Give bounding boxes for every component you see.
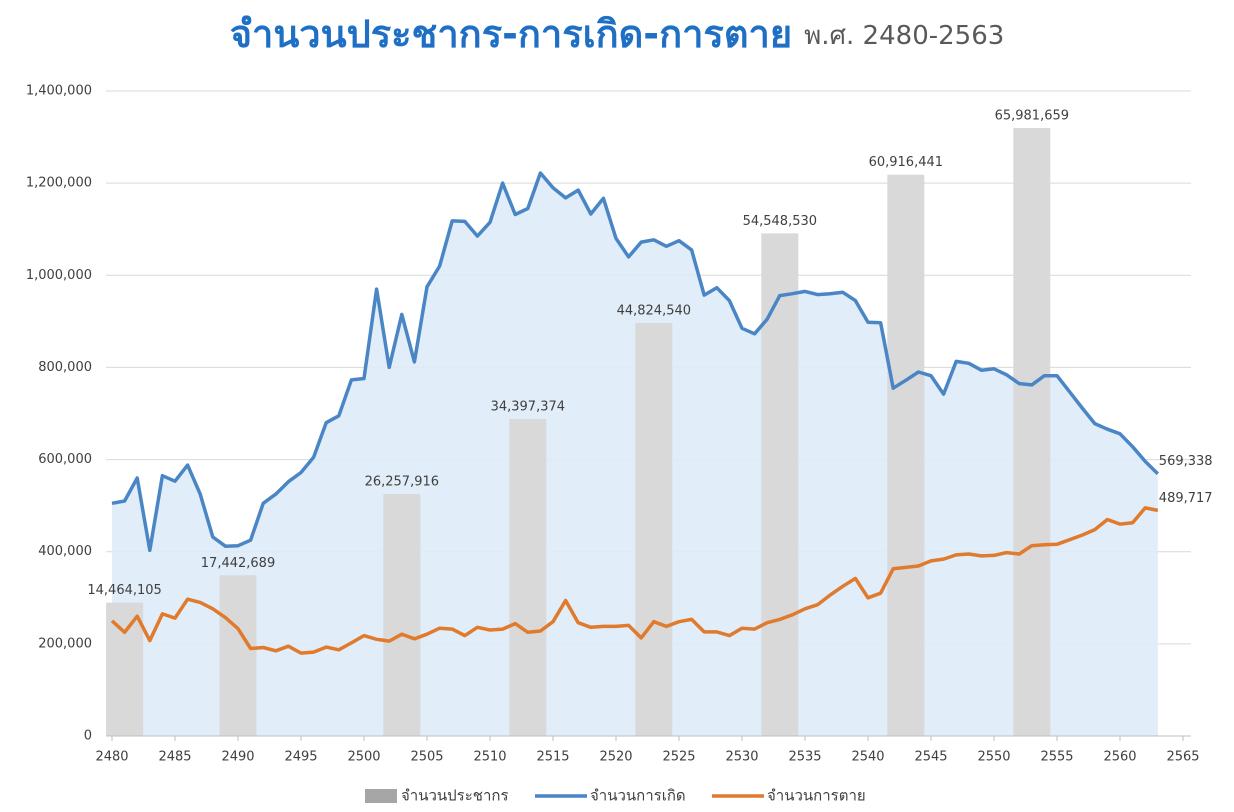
bar-value-label: 17,442,689 (201, 556, 275, 571)
x-tick-label: 2560 (1103, 750, 1136, 765)
x-tick-label: 2540 (851, 750, 884, 765)
x-tick-label: 2495 (284, 750, 317, 765)
x-tick-label: 2515 (536, 750, 569, 765)
chart-title: จำนวนประชากร-การเกิด-การตาย (230, 12, 792, 56)
x-tick-label: 2490 (221, 750, 254, 765)
bar (219, 575, 257, 736)
area (112, 173, 1158, 736)
bar (383, 494, 421, 736)
bar-value-label: 26,257,916 (365, 475, 439, 490)
x-tick-label: 2480 (95, 750, 128, 765)
bar-value-label: 54,548,530 (743, 214, 817, 229)
x-tick-label: 2545 (914, 750, 947, 765)
x-tick-label: 2535 (788, 750, 821, 765)
bar (887, 174, 925, 737)
y-tick-label: 800,000 (38, 360, 92, 375)
bar-value-label: 65,981,659 (995, 109, 1069, 124)
line-value-label: 489,717 (1159, 491, 1213, 506)
y-tick-label: 0 (84, 729, 92, 744)
y-tick-label: 1,400,000 (26, 84, 92, 99)
y-tick-label: 600,000 (38, 452, 92, 467)
bar-value-label: 34,397,374 (491, 400, 565, 415)
line-layer: 569,338 489,717 (110, 171, 1213, 655)
bar (1013, 128, 1051, 737)
y-tick-label: 400,000 (38, 544, 92, 559)
x-tick-label: 2555 (1040, 750, 1073, 765)
bar (509, 419, 547, 736)
x-tick-label: 2505 (410, 750, 443, 765)
bar-value-label: 60,916,441 (869, 155, 943, 170)
x-tick-label: 2550 (977, 750, 1010, 765)
x-tick-label: 2565 (1166, 750, 1199, 765)
legend-label: จำนวนการเกิด (590, 787, 686, 805)
x-tick-label: 2500 (347, 750, 380, 765)
y-tick-label: 1,000,000 (26, 268, 92, 283)
y-tick-label: 1,200,000 (26, 176, 92, 191)
legend-label: จำนวนประชากร (401, 787, 509, 805)
x-tick-label: 2510 (473, 750, 506, 765)
x-tick-label: 2525 (662, 750, 695, 765)
legend-swatch (365, 789, 397, 803)
bar-value-label: 44,824,540 (617, 303, 691, 318)
x-tick-label: 2530 (725, 750, 758, 765)
line-value-label: 569,338 (1159, 454, 1213, 469)
x-tick-label: 2485 (158, 750, 191, 765)
bar-value-label: 14,464,105 (87, 583, 161, 598)
bar (635, 322, 673, 736)
line (110, 506, 1159, 655)
legend-label: จำนวนการตาย (767, 787, 866, 805)
x-tick-label: 2520 (599, 750, 632, 765)
y-tick-label: 200,000 (38, 636, 92, 651)
title-group: จำนวนประชากร-การเกิด-การตาย พ.ศ. 2480-256… (230, 12, 1005, 56)
area-layer (112, 173, 1158, 736)
line (111, 171, 1160, 553)
chart-subtitle: พ.ศ. 2480-2563 (804, 21, 1004, 51)
bar (761, 233, 799, 736)
bar (106, 602, 144, 736)
